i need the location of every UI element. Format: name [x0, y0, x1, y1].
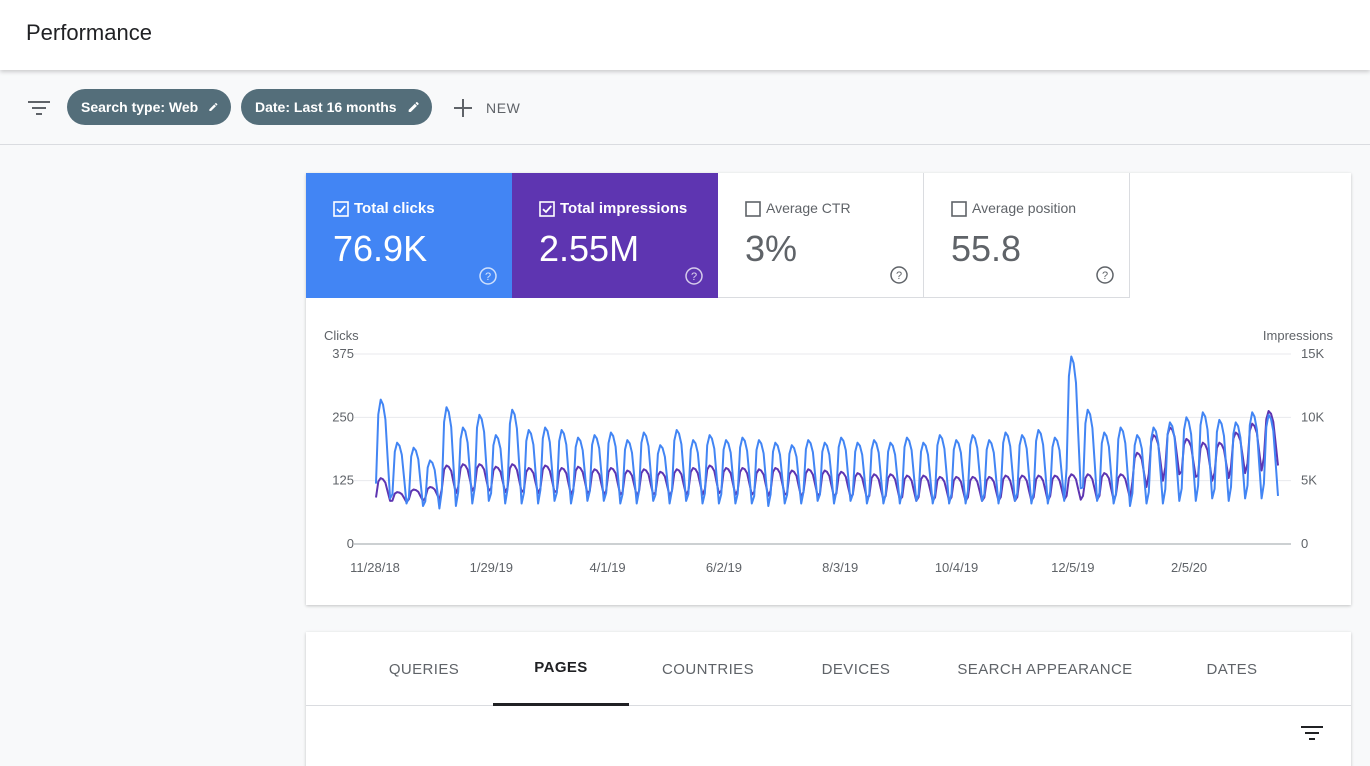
tab-countries[interactable]: COUNTRIES [662, 660, 754, 678]
tab-pages[interactable]: PAGES [493, 632, 629, 706]
x-tick-label: 8/3/19 [822, 560, 858, 575]
y-tick-left: 125 [332, 473, 354, 488]
y-tick-left: 250 [332, 409, 354, 424]
y-tick-left: 0 [347, 536, 354, 551]
svg-text:?: ? [485, 271, 491, 283]
pencil-icon [408, 101, 419, 113]
new-filter-label: NEW [486, 100, 521, 116]
filter-icon[interactable] [27, 98, 51, 118]
y-axis-label-left: Clicks [324, 328, 359, 343]
metric-label: Total impressions [560, 200, 688, 217]
filter-bar: Search type: Web Date: Last 16 months NE… [0, 70, 1370, 145]
tab-dates[interactable]: DATES [1206, 660, 1258, 678]
svg-text:?: ? [1102, 270, 1108, 282]
y-tick-right: 5K [1301, 473, 1317, 488]
tab-queries[interactable]: QUERIES [388, 660, 460, 678]
date-chip[interactable]: Date: Last 16 months [241, 89, 432, 125]
table-filter-icon[interactable] [1301, 724, 1323, 742]
performance-chart-card: Total clicks 76.9K ? Total impressions 2… [306, 173, 1351, 605]
metric-value: 3% [745, 228, 798, 269]
right-axis-ticks: 15K 10K 5K 0 [1301, 346, 1324, 551]
x-tick-label: 1/29/19 [470, 560, 513, 575]
x-tick-label: 2/5/20 [1171, 560, 1207, 575]
plus-icon [454, 99, 472, 117]
metric-label: Average CTR [766, 200, 851, 216]
y-tick-right: 10K [1301, 409, 1324, 424]
x-tick-label: 6/2/19 [706, 560, 742, 575]
help-icon[interactable]: ? [1095, 265, 1115, 285]
x-tick-label: 11/28/18 [350, 560, 400, 575]
dimension-tabs: QUERIES PAGES COUNTRIES DEVICES SEARCH A… [306, 632, 1351, 706]
series-layer [375, 355, 1279, 510]
x-axis-ticks: 11/28/18 1/29/19 4/1/19 6/2/19 8/3/19 10/4/19… [350, 560, 1207, 575]
metric-value: 2.55M [539, 228, 640, 269]
metric-label: Total clicks [354, 200, 435, 217]
metric-average-ctr[interactable]: Average CTR 3% ? [718, 173, 924, 298]
metric-value: 55.8 [951, 228, 1022, 269]
help-icon[interactable]: ? [889, 265, 909, 285]
x-tick-label: 4/1/19 [590, 560, 626, 575]
metric-average-position[interactable]: Average position 55.8 ? [924, 173, 1130, 298]
tab-search-appearance[interactable]: SEARCH APPEARANCE [957, 660, 1133, 678]
checkbox-checked-icon [333, 201, 349, 217]
series-line-total-impressions [375, 410, 1279, 504]
svg-text:?: ? [896, 270, 902, 282]
page-title: Performance [26, 20, 152, 45]
help-icon[interactable]: ? [478, 266, 498, 286]
svg-text:?: ? [691, 271, 697, 283]
metric-total-impressions[interactable]: Total impressions 2.55M ? [512, 173, 718, 298]
metric-total-clicks[interactable]: Total clicks 76.9K ? [306, 173, 512, 298]
date-chip-label: Date: Last 16 months [255, 99, 397, 115]
new-filter-button[interactable]: NEW [452, 94, 520, 122]
left-axis-ticks: 375 250 125 0 [332, 346, 354, 551]
y-axis-label-right: Impressions [1263, 328, 1334, 343]
checkbox-unchecked-icon [745, 201, 761, 217]
search-type-chip-label: Search type: Web [81, 99, 199, 115]
metric-value: 76.9K [333, 228, 428, 269]
checkbox-unchecked-icon [951, 201, 967, 217]
metric-label: Average position [972, 200, 1077, 216]
app-header: Performance [0, 0, 1370, 70]
x-tick-label: 12/5/19 [1051, 560, 1094, 575]
series-line-total-clicks [375, 355, 1279, 510]
help-icon[interactable]: ? [684, 266, 704, 286]
search-type-chip[interactable]: Search type: Web [67, 89, 231, 125]
y-tick-left: 375 [332, 346, 354, 361]
checkbox-checked-icon [539, 201, 555, 217]
tab-devices[interactable]: DEVICES [821, 660, 891, 678]
dimension-tabs-card: QUERIES PAGES COUNTRIES DEVICES SEARCH A… [306, 632, 1351, 766]
y-tick-right: 15K [1301, 346, 1324, 361]
x-tick-label: 10/4/19 [935, 560, 978, 575]
y-tick-right: 0 [1301, 536, 1308, 551]
pencil-icon [209, 102, 218, 112]
